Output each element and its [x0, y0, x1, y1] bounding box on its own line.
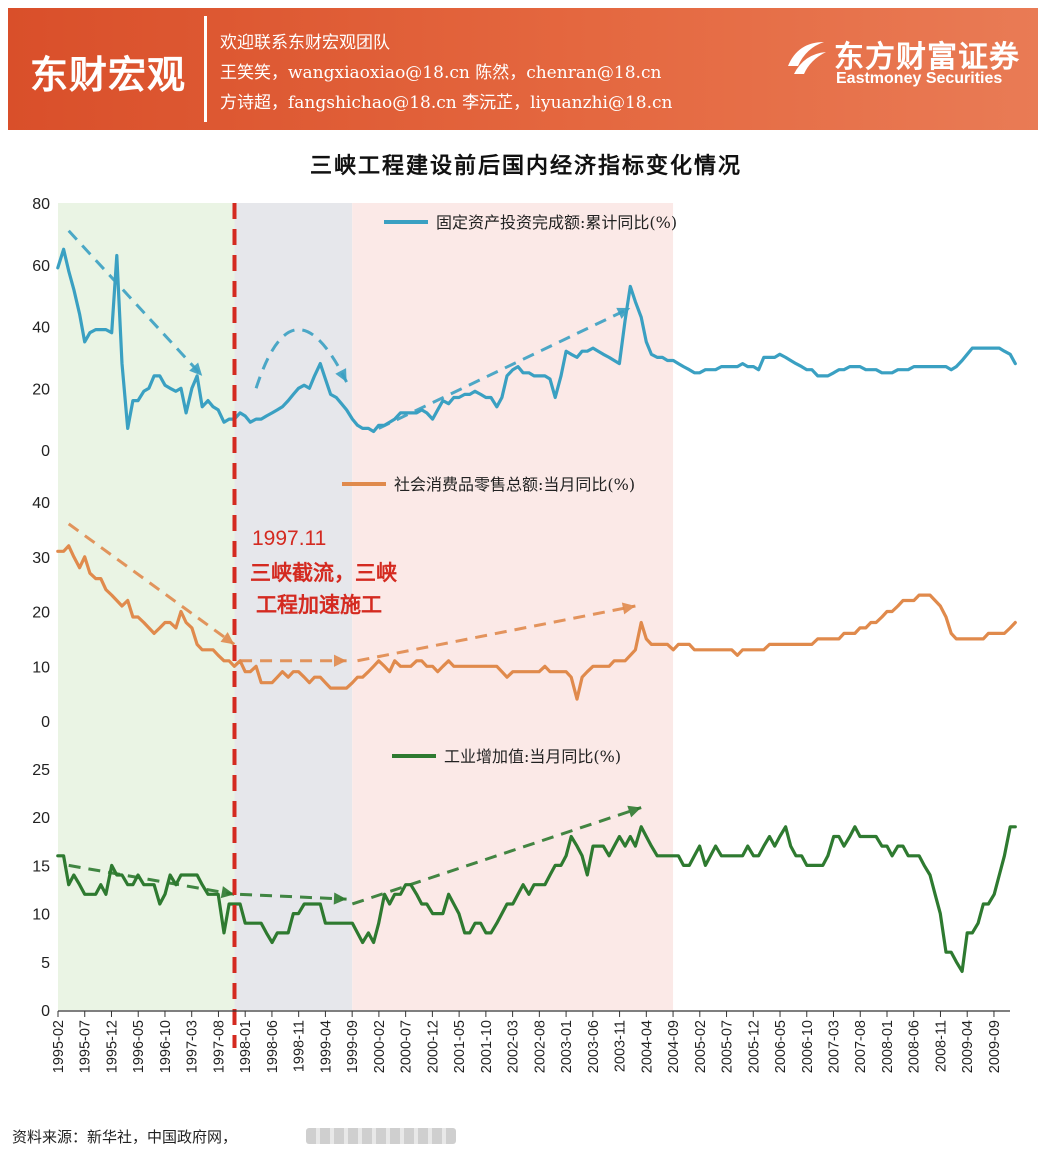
trend-arrow-6	[68, 863, 235, 896]
logo-cn-text: 东方财富证券	[834, 40, 1020, 75]
legend-label-retail-sales: 社会消费品零售总额:当月同比(%)	[394, 475, 635, 494]
trend-arrowhead-2	[616, 307, 631, 319]
trend-arrow-3	[67, 522, 236, 646]
x-tick-label-1996-05: 1996-05	[131, 1020, 147, 1073]
x-tick-label-1998-01: 1998-01	[238, 1020, 254, 1073]
x-tick-label-2000-07: 2000-07	[399, 1020, 415, 1073]
x-tick-label-2003-01: 2003-01	[559, 1020, 575, 1073]
header-divider	[204, 16, 207, 122]
x-tick-label-1997-03: 1997-03	[185, 1020, 201, 1073]
y-tick-label-fixed-asset-investment-20: 20	[32, 381, 50, 398]
trend-arrow-5	[357, 604, 636, 663]
annotation-text-line-2: 工程加速施工	[256, 592, 382, 617]
x-tick-label-2004-09: 2004-09	[666, 1020, 682, 1073]
y-tick-label-industrial-value-added-25: 25	[32, 762, 50, 779]
contact-line-3: 方诗超，fangshichao@18.cn 李沅芷，liyuanzhi@18.c…	[220, 93, 673, 113]
y-tick-label-fixed-asset-investment-60: 60	[32, 258, 50, 275]
trend-arrow-0	[67, 229, 204, 377]
y-tick-label-fixed-asset-investment-40: 40	[32, 320, 50, 337]
eastmoney-logo-icon	[788, 42, 826, 74]
series-line-retail-sales	[56, 544, 1017, 701]
y-tick-label-industrial-value-added-0: 0	[41, 1003, 50, 1020]
trend-arrow-8	[351, 806, 642, 906]
x-tick-label-2000-02: 2000-02	[372, 1020, 388, 1073]
x-tick-label-2005-02: 2005-02	[693, 1020, 709, 1073]
x-tick-label-2008-11: 2008-11	[933, 1020, 949, 1072]
trend-arrowhead-1	[335, 368, 347, 383]
x-tick-label-2009-09: 2009-09	[987, 1020, 1003, 1073]
logo-en-text: Eastmoney Securities	[836, 70, 1003, 87]
trend-arrowhead-0	[189, 362, 203, 376]
x-tick-label-2002-03: 2002-03	[506, 1020, 522, 1073]
trend-arrow-7	[239, 892, 347, 901]
x-tick-label-2001-10: 2001-10	[479, 1020, 495, 1073]
trend-arrowhead-8	[627, 805, 642, 818]
y-tick-label-industrial-value-added-5: 5	[41, 955, 50, 972]
y-tick-label-retail-sales-10: 10	[32, 659, 50, 676]
annotation-date: 1997.11	[252, 527, 326, 550]
trend-arrow-1	[254, 328, 348, 389]
series-line-industrial-value-added	[56, 825, 1017, 973]
chart-title: 三峡工程建设前后国内经济指标变化情况	[309, 153, 742, 179]
x-tick-label-2004-04: 2004-04	[639, 1020, 655, 1073]
trend-arrowhead-4	[333, 654, 347, 667]
x-tick-label-2002-08: 2002-08	[532, 1020, 548, 1073]
trend-arrowhead-3	[220, 632, 235, 645]
x-tick-label-2006-05: 2006-05	[773, 1020, 789, 1073]
x-tick-label-2007-08: 2007-08	[853, 1020, 869, 1073]
x-tick-label-1995-02: 1995-02	[51, 1020, 67, 1073]
y-tick-label-industrial-value-added-15: 15	[32, 858, 50, 875]
trend-arrowhead-6	[220, 886, 235, 899]
y-tick-label-retail-sales-0: 0	[41, 714, 50, 731]
y-tick-label-retail-sales-30: 30	[32, 550, 50, 567]
x-tick-label-1995-07: 1995-07	[78, 1020, 94, 1073]
legend-label-fixed-asset-investment: 固定资产投资完成额:累计同比(%)	[436, 213, 677, 232]
x-tick-label-2005-07: 2005-07	[720, 1020, 736, 1073]
shaded-period-pink	[352, 203, 674, 1010]
brand-title: 东财宏观	[30, 52, 187, 97]
x-tick-label-1997-08: 1997-08	[211, 1020, 227, 1073]
y-tick-label-fixed-asset-investment-0: 0	[41, 443, 50, 460]
contact-line-1: 欢迎联系东财宏观团队	[220, 33, 390, 53]
x-tick-label-2008-01: 2008-01	[880, 1020, 896, 1073]
source-note: 资料来源：新华社，中国政府网，	[12, 1128, 238, 1146]
x-tick-label-2003-11: 2003-11	[613, 1020, 629, 1072]
x-tick-label-1996-10: 1996-10	[158, 1020, 174, 1073]
shaded-period-gray	[234, 203, 353, 1010]
x-tick-label-2006-10: 2006-10	[800, 1020, 816, 1073]
x-tick-label-1999-09: 1999-09	[345, 1020, 361, 1073]
trend-arrowhead-7	[333, 892, 347, 905]
annotation-text-line-1: 三峡截流，三峡	[250, 560, 397, 585]
x-tick-label-2007-03: 2007-03	[827, 1020, 843, 1073]
x-tick-label-2003-06: 2003-06	[586, 1020, 602, 1073]
x-tick-label-1998-11: 1998-11	[292, 1020, 308, 1072]
x-tick-label-2000-12: 2000-12	[425, 1020, 441, 1073]
trend-arrowhead-5	[621, 602, 636, 615]
x-tick-label-1995-12: 1995-12	[104, 1020, 120, 1073]
series-line-fixed-asset-investment	[56, 247, 1017, 434]
legend-label-industrial-value-added: 工业增加值:当月同比(%)	[444, 747, 621, 766]
x-tick-label-1999-04: 1999-04	[318, 1020, 334, 1073]
y-tick-label-industrial-value-added-20: 20	[32, 810, 50, 827]
y-tick-label-retail-sales-20: 20	[32, 605, 50, 622]
y-tick-label-industrial-value-added-10: 10	[32, 907, 50, 924]
x-tick-label-2001-05: 2001-05	[452, 1020, 468, 1073]
y-tick-label-retail-sales-40: 40	[32, 495, 50, 512]
y-tick-label-fixed-asset-investment-80: 80	[32, 196, 50, 213]
trend-arrow-2	[378, 306, 631, 430]
x-tick-label-1998-06: 1998-06	[265, 1020, 281, 1073]
x-tick-label-2009-04: 2009-04	[960, 1020, 976, 1073]
redacted-source	[306, 1128, 456, 1144]
report-header: 东财宏观 欢迎联系东财宏观团队 王笑笑，wangxiaoxiao@18.cn 陈…	[8, 8, 1038, 130]
x-tick-label-2005-12: 2005-12	[746, 1020, 762, 1073]
x-tick-label-2008-06: 2008-06	[907, 1020, 923, 1073]
contact-line-2: 王笑笑，wangxiaoxiao@18.cn 陈然，chenran@18.cn	[220, 63, 662, 83]
